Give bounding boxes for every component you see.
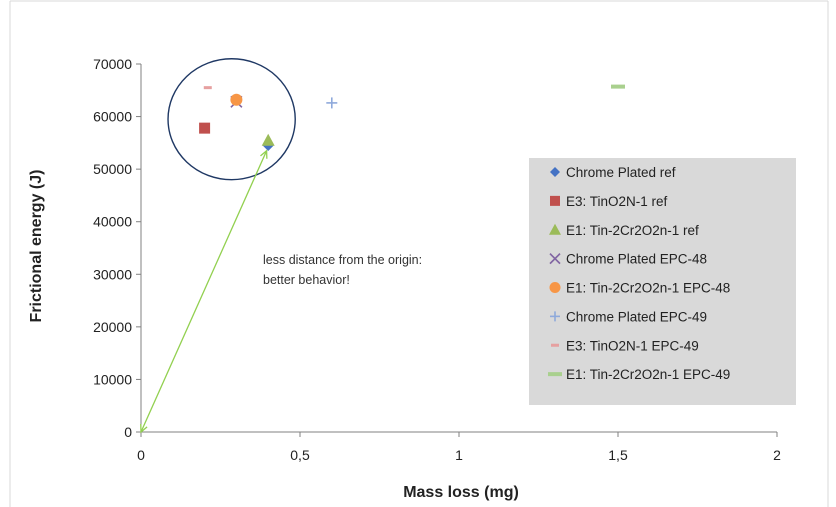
legend: Chrome Plated ref E3: TinO2N-1 ref E1: Tin… — [529, 158, 796, 405]
legend-marker-3 — [549, 253, 561, 265]
legend-label-7: E1: Tin-2Cr2O2n-1 EPC-49 — [566, 367, 730, 382]
legend-marker-7 — [548, 372, 562, 377]
y-tick-label: 70000 — [93, 56, 132, 72]
arrow-line — [140, 150, 268, 433]
y-tick-label: 40000 — [93, 214, 132, 230]
data-point-7-0 — [611, 84, 625, 89]
y-tick-label: 60000 — [93, 109, 132, 125]
x-tick-label: 1 — [455, 447, 463, 463]
arrow-layer — [140, 149, 268, 434]
y-axis-title: Frictional energy (J) — [28, 170, 45, 323]
data-point-5-0 — [326, 97, 338, 109]
annotation-text-0-1: better behavior! — [263, 273, 350, 287]
y-tick-label: 50000 — [93, 161, 132, 177]
arrowhead-end — [260, 149, 268, 159]
highlight-layer — [167, 58, 296, 181]
legend-label-6: E3: TinO2N-1 EPC-49 — [566, 338, 699, 353]
y-tick-label: 0 — [124, 424, 132, 440]
x-tick-label: 2 — [773, 447, 781, 463]
x-tick-label: 1,5 — [608, 447, 628, 463]
legend-marker-2 — [549, 223, 561, 235]
data-point-4-0 — [230, 93, 243, 106]
x-axis-title: Mass loss (mg) — [403, 484, 519, 501]
legend-label-4: E1: Tin-2Cr2O2n-1 EPC-48 — [566, 281, 730, 296]
x-tick-label: 0,5 — [290, 447, 310, 463]
legend-label-0: Chrome Plated ref — [566, 165, 676, 180]
legend-marker-1 — [550, 195, 560, 206]
annotation-text-0-0: less distance from the origin: — [263, 253, 422, 267]
data-points — [199, 84, 625, 151]
highlight-ellipse — [167, 58, 296, 181]
axes: 0 10000 20000 30000 40000 50000 60000 70000 0 0,5… — [93, 56, 781, 463]
legend-label-5: Chrome Plated EPC-49 — [566, 309, 707, 324]
y-tick-label: 30000 — [93, 266, 132, 282]
data-point-1-0 — [199, 122, 211, 134]
legend-label-1: E3: TinO2N-1 ref — [566, 194, 668, 209]
legend-marker-0 — [550, 167, 560, 177]
legend-marker-4 — [549, 282, 561, 293]
arrowhead-start — [140, 423, 148, 434]
data-point-6-0 — [203, 86, 212, 90]
x-tick-label: 0 — [137, 447, 145, 463]
legend-marker-3-stroke-b — [549, 253, 561, 265]
legend-marker-6 — [551, 343, 559, 347]
legend-label-2: E1: Tin-2Cr2O2n-1 ref — [566, 223, 699, 238]
legend-marker-5 — [550, 311, 560, 322]
legend-box — [529, 158, 796, 405]
y-tick-label: 10000 — [93, 371, 132, 387]
y-tick-label: 20000 — [93, 319, 132, 335]
data-point-2-0 — [261, 133, 275, 146]
legend-label-3: Chrome Plated EPC-48 — [566, 252, 707, 267]
annotations: less distance from the origin: better beh… — [263, 253, 422, 287]
